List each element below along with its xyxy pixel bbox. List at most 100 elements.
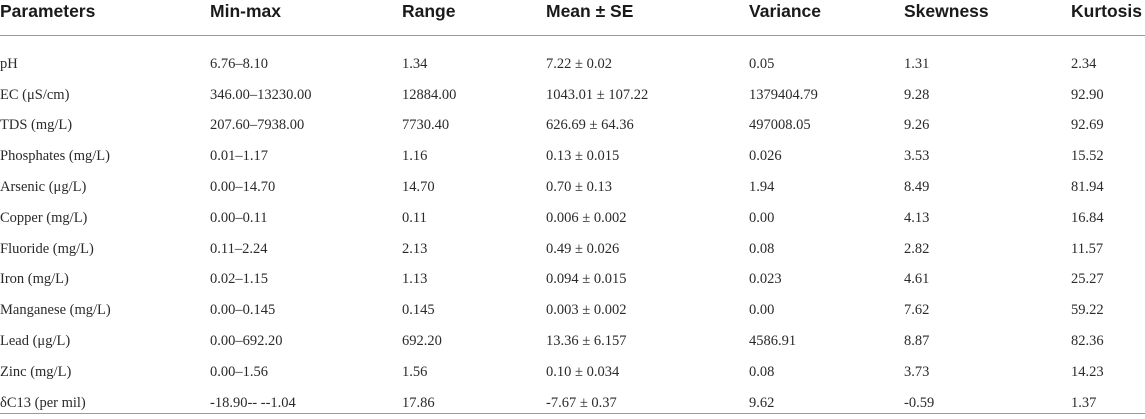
cell-variance: 0.00: [749, 209, 775, 226]
table-row: EC (μS/cm) 346.00–13230.00 12884.00 1043.01…: [0, 80, 1145, 111]
cell-skewness: -0.59: [904, 394, 935, 411]
cell-mean-se: 0.003 ± 0.002: [546, 302, 627, 319]
cell-mean-se: 0.13 ± 0.015: [546, 148, 620, 165]
cell-parameter: EC (μS/cm): [0, 86, 70, 103]
cell-kurtosis: 92.69: [1071, 117, 1104, 134]
table-row: Zinc (mg/L) 0.00–1.56 1.56 0.10 ± 0.034 0.08…: [0, 357, 1145, 388]
cell-range: 7730.40: [402, 117, 450, 134]
cell-range: 17.86: [402, 394, 435, 411]
cell-kurtosis: 16.84: [1071, 209, 1104, 226]
cell-range: 2.13: [402, 240, 428, 257]
cell-parameter: δC13 (per mil): [0, 394, 86, 411]
header-parameters: Parameters: [0, 1, 96, 21]
cell-kurtosis: 92.90: [1071, 86, 1104, 103]
table-row: Iron (mg/L) 0.02–1.15 1.13 0.094 ± 0.015 0.0…: [0, 265, 1145, 296]
cell-skewness: 7.62: [904, 302, 930, 319]
cell-mean-se: 626.69 ± 64.36: [546, 117, 634, 134]
cell-parameter: Lead (μg/L): [0, 333, 71, 350]
cell-skewness: 4.61: [904, 271, 930, 288]
cell-kurtosis: 82.36: [1071, 333, 1104, 350]
cell-variance: 0.026: [749, 148, 782, 165]
cell-parameter: Arsenic (μg/L): [0, 179, 87, 196]
cell-kurtosis: 11.57: [1071, 240, 1104, 257]
cell-skewness: 9.28: [904, 86, 930, 103]
cell-range: 1.13: [402, 271, 428, 288]
cell-range: 1.56: [402, 363, 428, 380]
cell-range: 692.20: [402, 333, 442, 350]
cell-min-max: 0.00–692.20: [210, 333, 283, 350]
table-row: pH 6.76–8.10 1.34 7.22 ± 0.02 0.05 1.31 2.34: [0, 49, 1145, 80]
cell-mean-se: 0.10 ± 0.034: [546, 363, 620, 380]
cell-skewness: 8.87: [904, 333, 930, 350]
cell-range: 1.16: [402, 148, 428, 165]
cell-min-max: 0.00–0.11: [210, 209, 268, 226]
cell-parameter: Manganese (mg/L): [0, 302, 111, 319]
cell-mean-se: 7.22 ± 0.02: [546, 55, 612, 72]
cell-range: 1.34: [402, 55, 428, 72]
cell-min-max: 0.00–14.70: [210, 179, 276, 196]
header-skewness: Skewness: [904, 1, 989, 21]
cell-skewness: 3.73: [904, 363, 930, 380]
cell-range: 0.11: [402, 209, 427, 226]
header-spacer: [0, 36, 1145, 50]
table-bottom-rule: [0, 413, 1145, 414]
cell-min-max: 0.02–1.15: [210, 271, 268, 288]
cell-range: 12884.00: [402, 86, 457, 103]
cell-parameter: Iron (mg/L): [0, 271, 69, 288]
header-min-max: Min-max: [210, 1, 281, 21]
table-header: Parameters Min-max Range Mean ± SE Varia…: [0, 0, 1145, 36]
table-row: Manganese (mg/L) 0.00–0.145 0.145 0.003 ± 0…: [0, 295, 1145, 326]
cell-parameter: Fluoride (mg/L): [0, 240, 94, 257]
header-mean-se: Mean ± SE: [546, 1, 634, 21]
cell-kurtosis: 14.23: [1071, 363, 1104, 380]
cell-variance: 497008.05: [749, 117, 811, 134]
cell-range: 14.70: [402, 179, 435, 196]
table-row: Lead (μg/L) 0.00–692.20 692.20 13.36 ± 6.15…: [0, 326, 1145, 357]
cell-kurtosis: 59.22: [1071, 302, 1104, 319]
header-row: Parameters Min-max Range Mean ± SE Varia…: [0, 0, 1145, 36]
cell-skewness: 3.53: [904, 148, 930, 165]
cell-min-max: 0.00–0.145: [210, 302, 276, 319]
table-row: Fluoride (mg/L) 0.11–2.24 2.13 0.49 ± 0.026…: [0, 234, 1145, 265]
table-row: Phosphates (mg/L) 0.01–1.17 1.16 0.13 ± 0.0…: [0, 141, 1145, 172]
header-variance: Variance: [749, 1, 821, 21]
cell-skewness: 1.31: [904, 55, 930, 72]
table-row: Arsenic (μg/L) 0.00–14.70 14.70 0.70 ± 0.13…: [0, 172, 1145, 203]
cell-variance: 4586.91: [749, 333, 797, 350]
cell-min-max: -18.90-- --1.04: [210, 394, 296, 411]
cell-mean-se: 0.49 ± 0.026: [546, 240, 620, 257]
cell-variance: 1379404.79: [749, 86, 818, 103]
cell-min-max: 0.00–1.56: [210, 363, 268, 380]
cell-skewness: 9.26: [904, 117, 930, 134]
cell-mean-se: -7.67 ± 0.37: [546, 394, 617, 411]
cell-min-max: 6.76–8.10: [210, 55, 268, 72]
cell-parameter: Zinc (mg/L): [0, 363, 72, 380]
cell-skewness: 2.82: [904, 240, 930, 257]
cell-variance: 0.08: [749, 240, 775, 257]
cell-variance: 1.94: [749, 179, 775, 196]
cell-variance: 0.05: [749, 55, 775, 72]
cell-kurtosis: 2.34: [1071, 55, 1097, 72]
cell-range: 0.145: [402, 302, 435, 319]
cell-skewness: 4.13: [904, 209, 930, 226]
table-row: Copper (mg/L) 0.00–0.11 0.11 0.006 ± 0.002 0…: [0, 203, 1145, 234]
cell-parameter: pH: [0, 55, 18, 72]
cell-kurtosis: 15.52: [1071, 148, 1104, 165]
cell-parameter: Phosphates (mg/L): [0, 148, 110, 165]
header-kurtosis: Kurtosis: [1071, 1, 1142, 21]
cell-mean-se: 1043.01 ± 107.22: [546, 86, 649, 103]
table-row: TDS (mg/L) 207.60–7938.00 7730.40 626.69 ± …: [0, 111, 1145, 142]
table-body: pH 6.76–8.10 1.34 7.22 ± 0.02 0.05 1.31 2.34 EC…: [0, 36, 1145, 419]
cell-min-max: 0.01–1.17: [210, 148, 268, 165]
cell-kurtosis: 81.94: [1071, 179, 1104, 196]
cell-variance: 0.00: [749, 302, 775, 319]
table-row: δC13 (per mil) -18.90-- --1.04 17.86 -7.67 …: [0, 388, 1145, 419]
cell-kurtosis: 1.37: [1071, 394, 1097, 411]
cell-parameter: Copper (mg/L): [0, 209, 88, 226]
cell-mean-se: 13.36 ± 6.157: [546, 333, 627, 350]
cell-mean-se: 0.094 ± 0.015: [546, 271, 627, 288]
cell-kurtosis: 25.27: [1071, 271, 1104, 288]
cell-variance: 9.62: [749, 394, 775, 411]
